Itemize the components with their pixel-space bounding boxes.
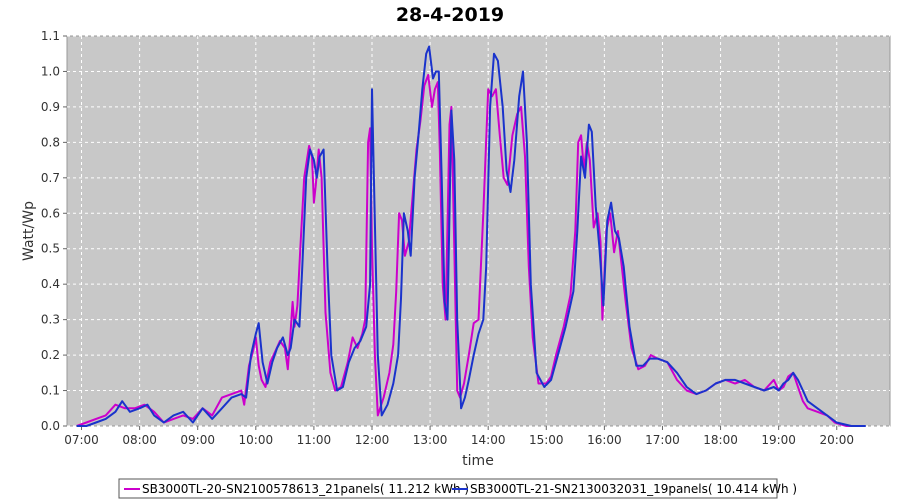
y-tick-label: 0.9 [41, 100, 60, 114]
y-tick-label: 0.1 [41, 384, 60, 398]
series-line-2 [76, 45, 866, 427]
x-tick-label: 18:00 [703, 433, 738, 447]
legend-box [118, 478, 778, 499]
y-tick-label: 0.4 [41, 277, 60, 291]
legend-entry-1: SB3000TL-20-SN2100578613_21panels( 11.21… [142, 482, 469, 496]
y-tick-label: 0.0 [41, 419, 60, 433]
y-tick-label: 0.8 [41, 135, 60, 149]
x-tick-label: 11:00 [297, 433, 332, 447]
x-tick-label: 20:00 [819, 433, 854, 447]
x-tick-label: 14:00 [471, 433, 506, 447]
x-tick-label: 19:00 [761, 433, 796, 447]
x-tick-label: 13:00 [413, 433, 448, 447]
legend: SB3000TL-20-SN2100578613_21panels( 11.21… [118, 478, 797, 499]
y-axis-label: Watt/Wp [21, 201, 37, 261]
series-layer [76, 45, 866, 427]
y-tick-label: 1.0 [41, 64, 60, 78]
x-tick-label: 09:00 [180, 433, 215, 447]
x-tick-label: 08:00 [122, 433, 157, 447]
x-tick-label: 17:00 [645, 433, 680, 447]
x-tick-label: 16:00 [587, 433, 622, 447]
y-tick-label: 0.5 [41, 242, 60, 256]
chart-title: 28-4-2019 [396, 4, 504, 26]
axis-ticks: 0.0 0.1 0.2 0.3 0.4 0.5 0.6 0.7 0.8 0.9 1.0 1.1 07:0… [41, 29, 854, 447]
legend-entry-2: SB3000TL-21-SN2130032031_19panels( 10.41… [470, 482, 797, 496]
y-tick-label: 0.3 [41, 313, 60, 327]
y-tick-label: 0.6 [41, 206, 60, 220]
plot-area [66, 35, 891, 427]
x-tick-label: 12:00 [355, 433, 390, 447]
y-tick-label: 1.1 [41, 29, 60, 43]
y-tick-label: 0.7 [41, 171, 60, 185]
x-tick-label: 07:00 [64, 433, 99, 447]
x-axis-label: time [462, 453, 494, 469]
x-tick-label: 15:00 [529, 433, 564, 447]
y-tick-label: 0.2 [41, 348, 60, 362]
x-tick-label: 10:00 [239, 433, 274, 447]
